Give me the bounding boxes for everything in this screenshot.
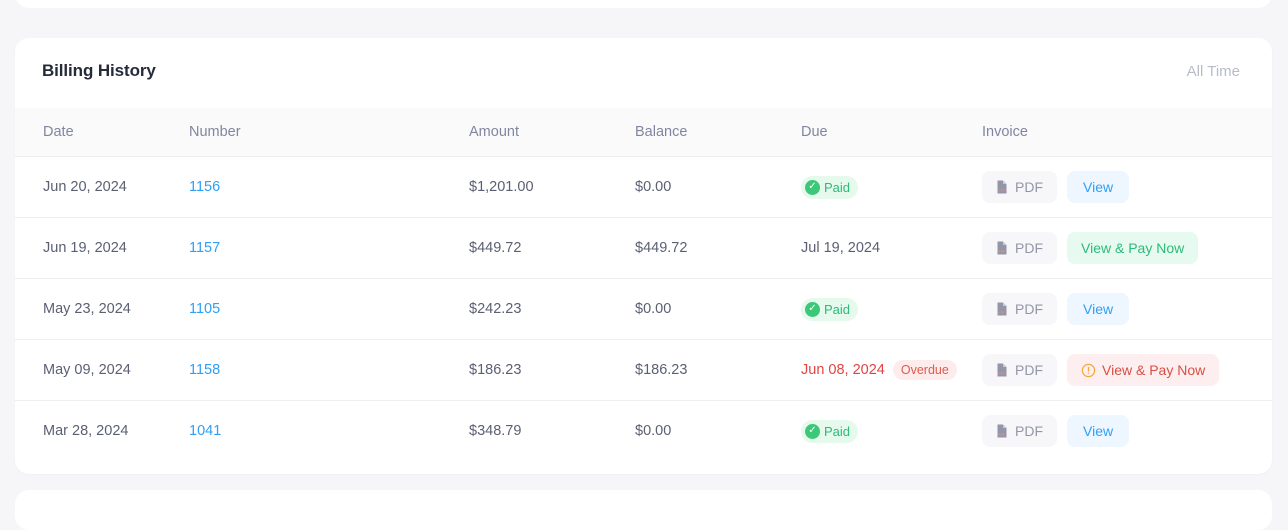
svg-text:PDF: PDF (999, 371, 1005, 375)
svg-text:PDF: PDF (999, 188, 1005, 192)
svg-text:PDF: PDF (999, 249, 1005, 253)
svg-text:PDF: PDF (999, 310, 1005, 314)
svg-text:PDF: PDF (999, 432, 1005, 436)
